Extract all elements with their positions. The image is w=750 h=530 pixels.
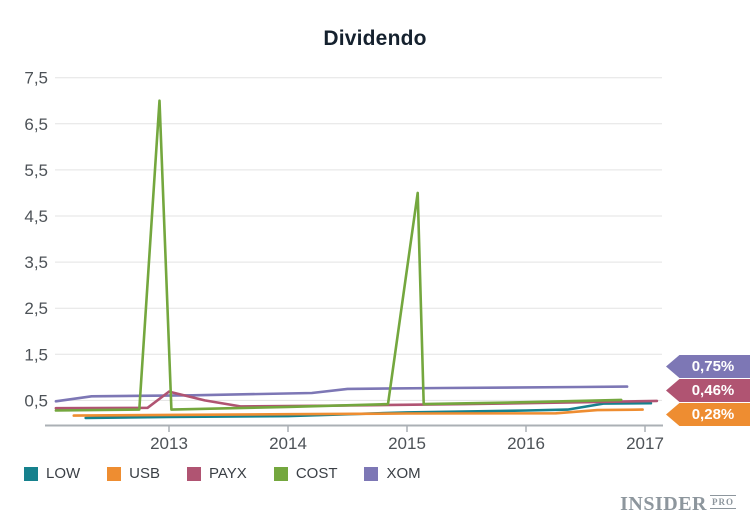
legend-swatch-icon: [107, 466, 122, 481]
legend-label: COST: [295, 465, 338, 482]
y-tick-label: 5,5: [24, 161, 48, 180]
legend-swatch-icon: [273, 466, 288, 481]
y-tick-label: 7,5: [24, 69, 48, 88]
y-tick-label: 4,5: [24, 207, 48, 226]
legend-swatch-icon: [187, 466, 202, 481]
y-tick-label: 2,5: [24, 299, 48, 318]
y-tick-label: 0,5: [24, 391, 48, 410]
y-tick-label: 1,5: [24, 345, 48, 364]
legend-item-xom: XOM: [364, 465, 421, 482]
legend-item-cost: COST: [273, 465, 338, 482]
legend-label: LOW: [46, 465, 81, 482]
y-tick-label: 6,5: [24, 115, 48, 134]
legend-swatch-icon: [24, 466, 38, 481]
brand-logo: INSIDER PRO: [620, 493, 736, 516]
legend: LOW USB PAYX COST XOM: [24, 465, 421, 482]
x-tick-label: 2016: [507, 434, 545, 453]
y-tick-label: 3,5: [24, 253, 48, 272]
legend-item-usb: USB: [107, 465, 160, 482]
chart-title: Dividendo: [323, 27, 427, 50]
legend-label: XOM: [386, 465, 421, 482]
legend-item-payx: PAYX: [187, 465, 247, 482]
legend-label: PAYX: [209, 465, 247, 482]
series-line-xom: [54, 385, 629, 403]
series-line-usb: [72, 408, 644, 417]
x-tick-label: 2013: [150, 434, 188, 453]
brand-suffix: PRO: [710, 494, 736, 509]
legend-item-low: LOW: [24, 465, 80, 482]
series-line-cost: [54, 99, 623, 412]
brand-name: INSIDER: [620, 493, 707, 515]
series-line-low: [84, 401, 653, 420]
x-tick-label: 2017: [626, 434, 664, 453]
legend-swatch-icon: [364, 466, 379, 481]
x-tick-label: 2015: [388, 434, 426, 453]
legend-label: USB: [129, 465, 161, 482]
x-tick-label: 2014: [269, 434, 307, 453]
